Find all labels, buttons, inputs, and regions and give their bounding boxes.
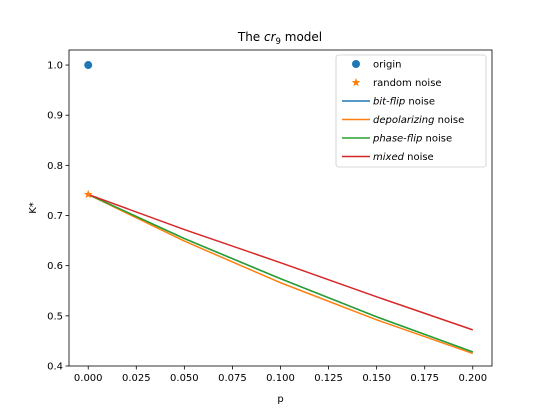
legend-label-rest: noise [434,115,464,126]
series-layer [87,193,474,355]
legend-label: origin [373,60,401,71]
legend-label: bit-flip noise [373,97,435,108]
legend-label-italic: mixed [373,152,405,163]
x-tick-label: 0.025 [122,373,151,384]
x-tick-label: 0.125 [314,373,343,384]
y-axis-label: K* [28,202,39,214]
x-tick-label: 0.000 [74,373,103,384]
legend-label-rest: noise [422,134,452,145]
legend-handle-origin [352,60,360,68]
y-tick-label: 0.8 [47,161,63,172]
legend-label-italic: phase-flip [372,134,422,145]
y-tick-label: 0.4 [47,362,63,373]
series-line-3 [87,193,474,331]
x-tick-label: 0.100 [266,373,295,384]
legend-label: random noise [373,78,442,89]
legend-label: mixed noise [373,152,434,163]
chart-title: The cr9 model [237,30,322,47]
legend-label-italic: bit-flip [373,97,405,108]
x-tick-label: 0.075 [218,373,247,384]
point-random-noise [83,189,93,199]
legend-label-rest: noise [404,152,434,163]
series-line-2 [87,193,474,353]
y-axis-ticks: 0.4 0.5 0.6 0.7 0.8 0.9 1.0 [47,61,69,373]
title-math-base: cr [264,30,277,44]
title-math-subscript: 9 [276,37,281,47]
legend-label-italic: depolarizing [373,115,434,126]
legend-label-rest: noise [405,97,435,108]
legend-label: depolarizing noise [373,115,464,126]
x-axis-label: p [277,394,283,405]
y-tick-label: 0.6 [47,261,63,272]
series-line-1 [87,193,474,355]
point-origin [84,61,93,70]
x-tick-label: 0.050 [170,373,199,384]
y-tick-label: 1.0 [47,61,63,72]
legend-handle-random-noise [351,77,361,87]
legend-label: phase-flip noise [372,134,452,145]
x-tick-label: 0.150 [362,373,391,384]
points-layer [83,61,93,199]
x-axis-ticks: 0.000 0.025 0.050 0.075 0.100 0.125 0.150 0.175… [74,366,487,384]
legend-box [335,54,487,168]
y-tick-label: 0.9 [47,111,63,122]
title-suffix: model [281,30,322,44]
y-tick-label: 0.5 [47,311,63,322]
x-tick-label: 0.200 [458,373,487,384]
y-tick-label: 0.7 [47,211,63,222]
x-tick-label: 0.175 [410,373,439,384]
title-prefix: The [237,30,264,44]
